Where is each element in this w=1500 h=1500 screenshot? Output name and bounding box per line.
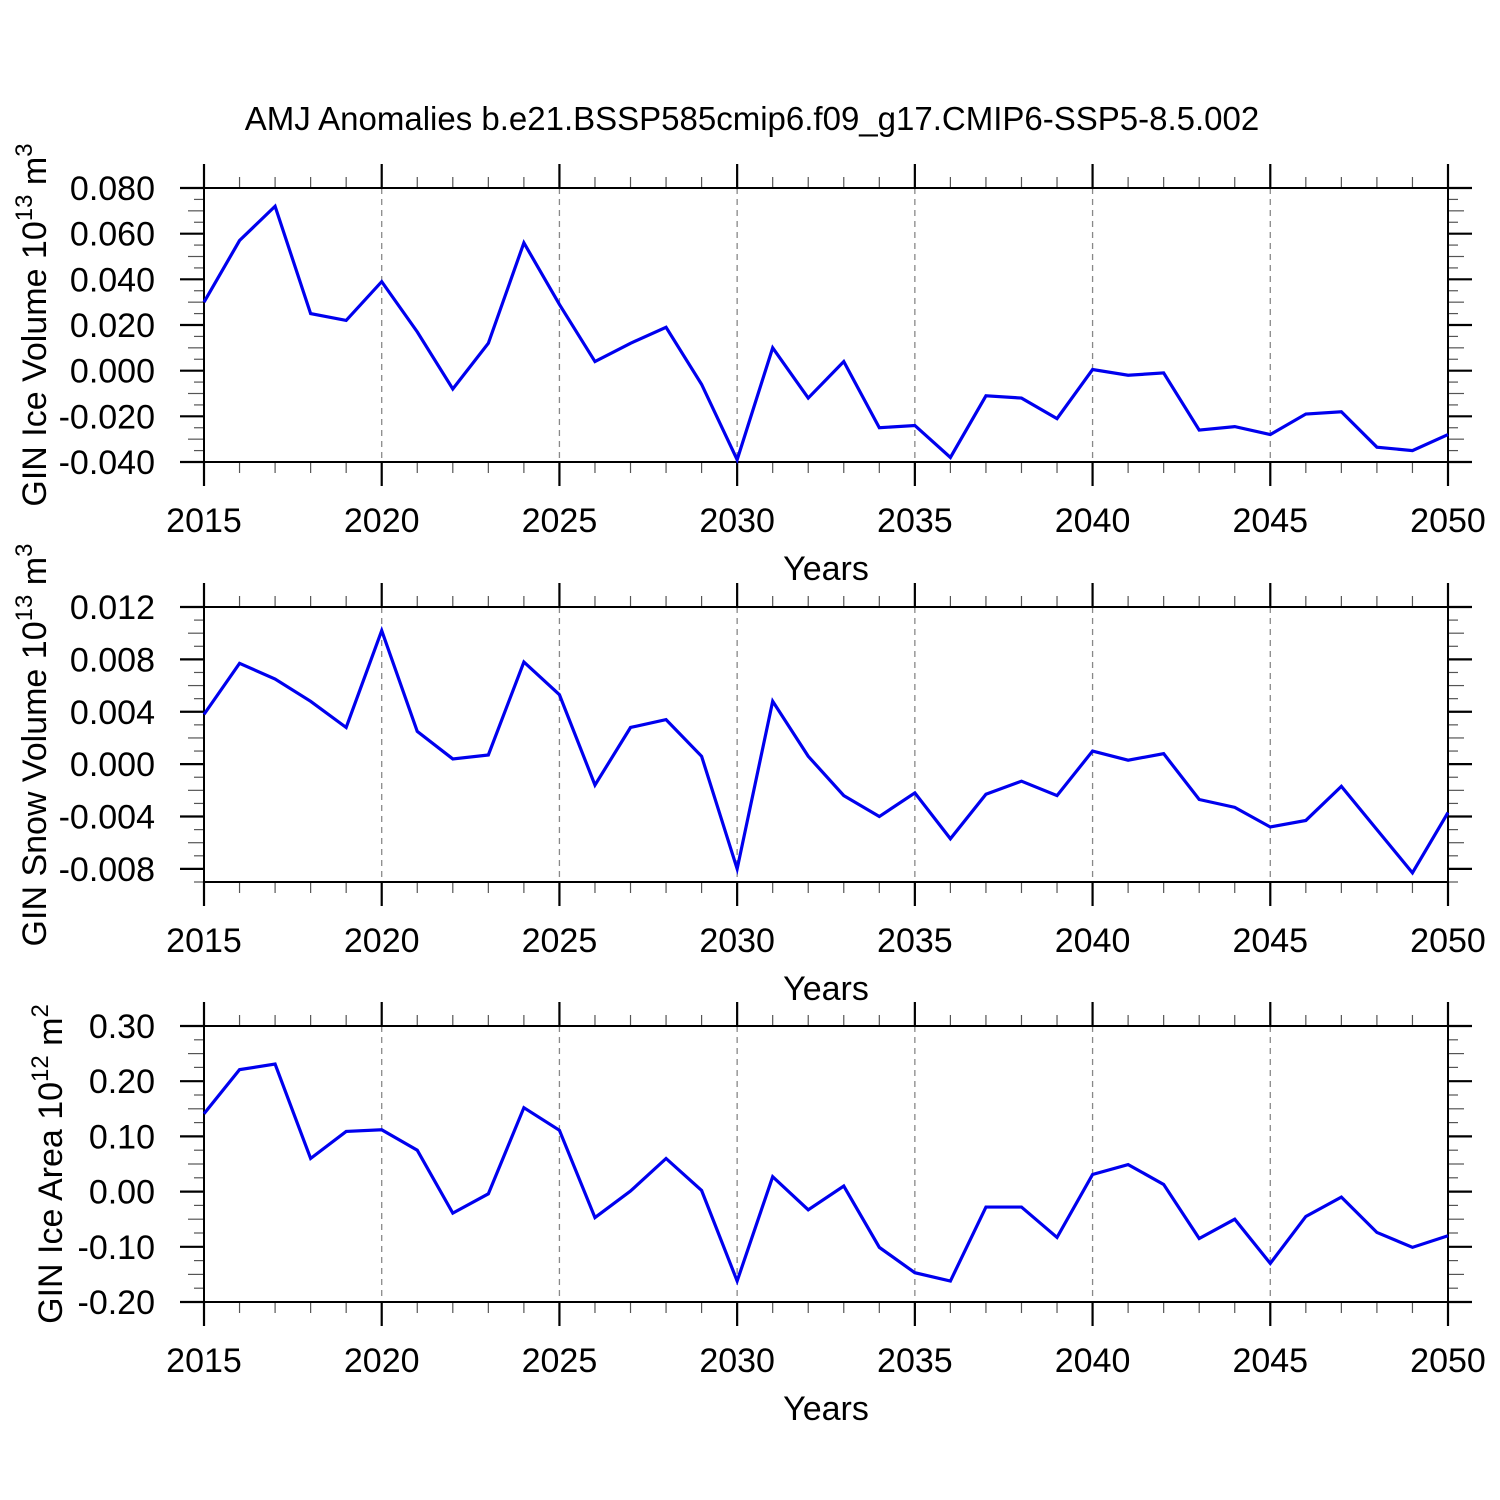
- x-tick-label: 2045: [1232, 502, 1308, 540]
- plot-area: 2015 2020 2025 2030 2035 2040 2045 2050 0.012 0.0…: [59, 583, 1486, 960]
- y-tick-label: 0.30: [89, 1008, 155, 1046]
- x-tick-label: 2045: [1232, 1342, 1308, 1380]
- x-tick-label: 2030: [699, 1342, 775, 1380]
- x-tick-label: 2035: [877, 502, 953, 540]
- y-tick-label: 0.012: [70, 589, 155, 627]
- y-tick-label: -0.020: [59, 398, 155, 436]
- data-line: [202, 203, 1449, 465]
- y-tick-label: 0.10: [89, 1118, 155, 1156]
- plot-frame: [203, 606, 1449, 883]
- x-tick-label: 2020: [344, 502, 420, 540]
- plot-area: 2015 2020 2025 2030 2035 2040 2045 2050 0.080 0.0…: [59, 164, 1486, 540]
- x-axis-title: Years: [783, 970, 869, 1008]
- y-tick-label: -0.20: [78, 1284, 156, 1322]
- chart-gin-snow-volume: 2015 2020 2025 2030 2035 2040 2045 2050 0.012 0.0…: [11, 544, 1486, 1008]
- y-tick-label: -0.004: [59, 799, 155, 837]
- x-tick-label: 2025: [522, 1342, 598, 1380]
- y-tick-label: 0.080: [70, 170, 155, 208]
- x-tick-label: 2025: [522, 502, 598, 540]
- data-line: [202, 1062, 1449, 1286]
- x-tick-label: 2040: [1055, 922, 1131, 960]
- y-tick-label: 0.000: [70, 353, 155, 391]
- x-tick-label: 2015: [166, 922, 242, 960]
- chart-gin-ice-volume: 2015 2020 2025 2030 2035 2040 2045 2050 0.080 0.0…: [11, 143, 1486, 588]
- plot-area: 2015 2020 2025 2030 2035 2040 2045 2050 0.30 0.20…: [78, 1002, 1486, 1380]
- y-tick-label: 0.060: [70, 216, 155, 254]
- x-tick-label: 2015: [166, 502, 242, 540]
- y-axis-title: GIN Ice Area 1012 m2: [27, 1004, 70, 1324]
- y-tick-label: 0.000: [70, 746, 155, 784]
- x-tick-label: 2050: [1410, 502, 1486, 540]
- y-tick-label: 0.00: [89, 1174, 155, 1212]
- y-tick-label: 0.008: [70, 641, 155, 679]
- y-tick-label: -0.008: [59, 851, 155, 889]
- chart-gin-ice-area: 2015 2020 2025 2030 2035 2040 2045 2050 0.30 0.20…: [27, 1002, 1486, 1428]
- plot-title: AMJ Anomalies b.e21.BSSP585cmip6.f09_g17…: [245, 100, 1259, 137]
- x-tick-label: 2030: [699, 502, 775, 540]
- x-tick-label: 2050: [1410, 922, 1486, 960]
- x-tick-label: 2030: [699, 922, 775, 960]
- y-tick-label: 0.020: [70, 307, 155, 345]
- plot-frame: [203, 1025, 1449, 1303]
- x-tick-label: 2020: [344, 1342, 420, 1380]
- x-tick-label: 2050: [1410, 1342, 1486, 1380]
- x-tick-label: 2045: [1232, 922, 1308, 960]
- x-tick-label: 2040: [1055, 502, 1131, 540]
- x-axis-title: Years: [783, 1390, 869, 1428]
- x-tick-label: 2025: [522, 922, 598, 960]
- y-axis-title: GIN Ice Volume 1013 m3: [11, 143, 54, 506]
- y-tick-label: 0.040: [70, 261, 155, 299]
- data-line: [202, 625, 1450, 876]
- plot-frame: [203, 187, 1449, 463]
- y-tick-label: -0.10: [78, 1229, 156, 1267]
- y-tick-label: -0.040: [59, 444, 155, 482]
- x-axis-title: Years: [783, 550, 869, 588]
- x-tick-label: 2020: [344, 922, 420, 960]
- x-tick-label: 2040: [1055, 1342, 1131, 1380]
- x-tick-label: 2015: [166, 1342, 242, 1380]
- x-tick-label: 2035: [877, 1342, 953, 1380]
- y-axis-title: GIN Snow Volume 1013 m3: [11, 544, 54, 947]
- y-tick-label: 0.20: [89, 1063, 155, 1101]
- x-tick-label: 2035: [877, 922, 953, 960]
- y-tick-label: 0.004: [70, 694, 155, 732]
